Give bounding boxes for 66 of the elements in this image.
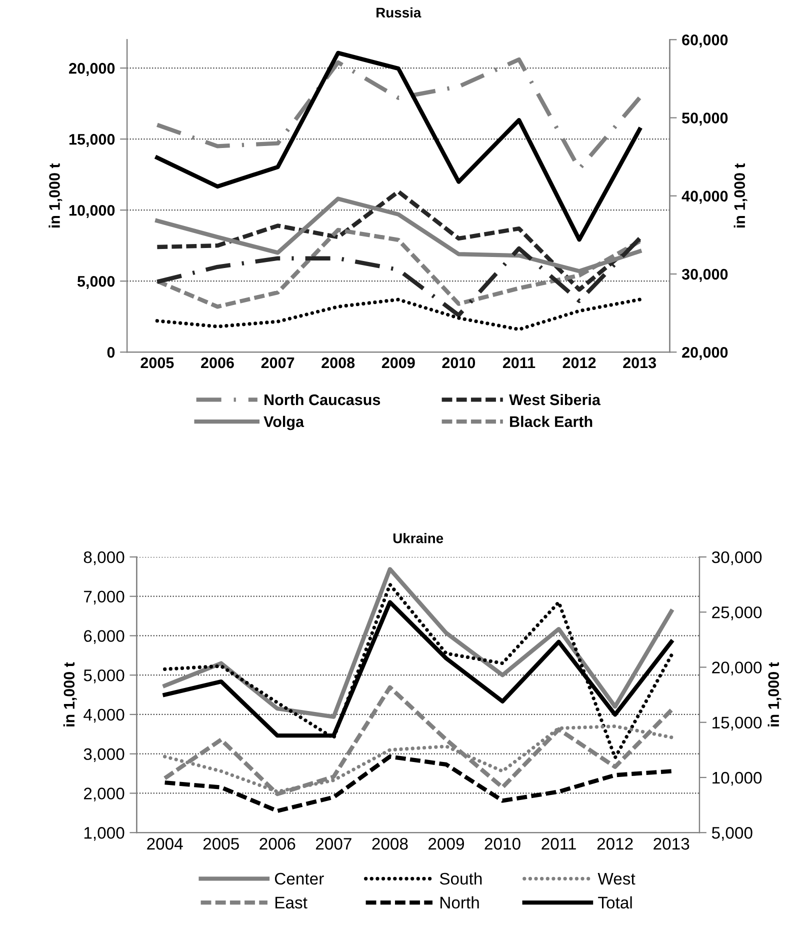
y2-tick-label: 5,000: [712, 827, 752, 841]
y-tick-label: 2,000: [84, 788, 124, 802]
x-tick-label: 2012: [597, 838, 633, 850]
legend-label: West Siberia: [509, 394, 601, 406]
y-tick-label: 5,000: [77, 276, 115, 289]
y-tick-label: 1,000: [84, 827, 124, 841]
x-tick-label: 2005: [203, 838, 239, 850]
legend-label: Volga: [264, 416, 304, 430]
legend-label: Black Earth: [510, 416, 592, 428]
line-series: [162, 754, 674, 814]
x-tick-label: 2008: [372, 838, 408, 850]
y2-tick-label: 30,000: [712, 551, 762, 566]
y2-tick-label: 20,000: [682, 346, 728, 360]
x-tick-label: 2009: [382, 357, 415, 368]
x-tick-label: 2006: [201, 357, 234, 368]
legend-label: East: [275, 896, 308, 909]
y2-axis-title: in 1,000 t: [768, 662, 782, 726]
y2-tick-label: 25,000: [712, 606, 762, 620]
y-tick-label: 3,000: [84, 748, 124, 762]
line-series: [155, 57, 642, 171]
y2-tick-label: 10,000: [712, 772, 762, 786]
y2-axis-title: in 1,000 t: [734, 163, 748, 228]
y-tick-label: 6,000: [84, 630, 124, 644]
y-axis-title: in 1,000 t: [63, 662, 77, 726]
y-tick-label: 4,000: [84, 708, 124, 723]
line-series: [162, 685, 674, 796]
y2-tick-label: 60,000: [682, 34, 728, 48]
y2-tick-label: 30,000: [682, 268, 728, 282]
y-tick-label: 20,000: [69, 62, 115, 76]
x-tick-label: 2010: [484, 838, 520, 850]
x-tick-label: 2007: [261, 357, 294, 368]
x-tick-label: 2010: [442, 357, 476, 368]
y-axis-title: in 1,000 t: [48, 163, 62, 228]
legend-label: West: [598, 873, 636, 885]
legend-label: South: [440, 872, 482, 885]
y2-tick-label: 50,000: [682, 112, 728, 126]
x-tick-label: 2006: [260, 838, 296, 850]
y-tick-label: 15,000: [69, 134, 115, 147]
x-tick-label: 2005: [140, 357, 174, 368]
y-tick-label: 8,000: [84, 551, 124, 566]
legend-label: Total: [598, 896, 632, 909]
y2-tick-label: 20,000: [712, 662, 762, 676]
legend-label: Center: [274, 872, 324, 885]
line-series: [162, 567, 674, 719]
legend-label: North: [440, 896, 479, 909]
y-tick-label: 10,000: [69, 204, 115, 218]
line-series: [155, 50, 642, 242]
x-tick-label: 2004: [147, 838, 183, 850]
line-series: [155, 298, 642, 332]
x-tick-label: 2012: [562, 357, 596, 368]
y-tick-label: 0: [107, 346, 115, 358]
y2-tick-label: 15,000: [712, 716, 762, 731]
y-tick-label: 7,000: [84, 590, 124, 605]
x-tick-label: 2011: [542, 838, 576, 850]
y2-tick-label: 40,000: [682, 190, 728, 204]
x-tick-label: 2013: [654, 838, 690, 850]
x-tick-label: 2011: [502, 357, 536, 368]
x-tick-label: 2013: [623, 357, 656, 368]
chart-title: Ukraine: [393, 533, 444, 544]
legend-label: North Caucasus: [264, 394, 380, 406]
x-tick-label: 2008: [322, 357, 355, 368]
chart-title: Russia: [376, 7, 422, 18]
x-tick-label: 2009: [428, 838, 464, 850]
line-series: [163, 582, 674, 760]
x-tick-label: 2007: [316, 838, 352, 850]
y-tick-label: 5,000: [84, 669, 124, 684]
